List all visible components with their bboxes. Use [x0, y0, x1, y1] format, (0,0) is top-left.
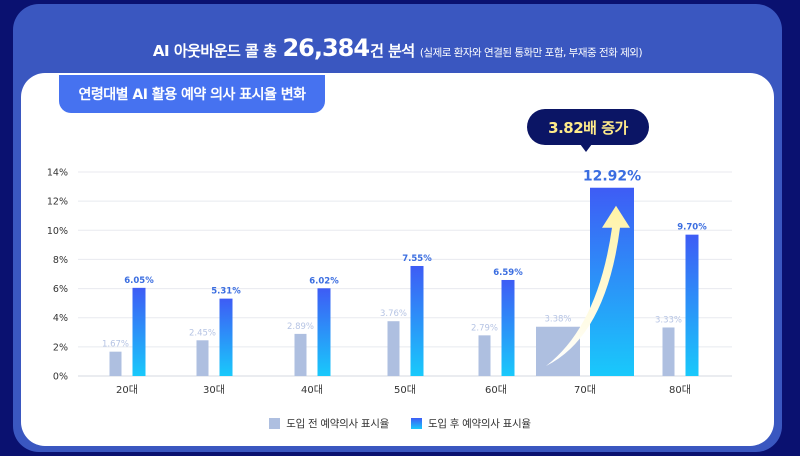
- data-label-after: 6.02%: [309, 276, 339, 286]
- x-axis-ticks: 20대 30대 40대 50대 60대 70대 80대: [116, 384, 691, 396]
- data-label-after: 5.31%: [211, 287, 241, 297]
- bar-after-30대: [219, 298, 233, 376]
- bar-after-60대: [501, 279, 515, 376]
- y-tick-label: 12%: [47, 197, 68, 208]
- legend-item-after: 도입 후 예약의사 표시율: [411, 416, 531, 431]
- bar-after-80대: [685, 234, 699, 376]
- x-tick-label: 50대: [394, 384, 416, 396]
- growth-arrow-icon: [546, 205, 630, 366]
- x-tick-label: 30대: [203, 384, 225, 396]
- bar-before-40대: [294, 333, 307, 376]
- legend-label-before: 도입 전 예약의사 표시율: [286, 418, 389, 430]
- bar-before-20대: [109, 351, 122, 376]
- bar-before-50대: [387, 321, 400, 376]
- legend-swatch-after: [411, 418, 422, 429]
- data-label-before: 3.38%: [544, 315, 571, 325]
- y-tick-label: 6%: [53, 284, 68, 295]
- y-axis-ticks: 0% 2% 4% 6% 8% 10% 12% 14%: [47, 168, 68, 383]
- bar-after-40대: [317, 288, 331, 376]
- data-label-before: 2.45%: [189, 328, 216, 338]
- data-label-before: 3.33%: [655, 315, 682, 325]
- bar-after-50대: [410, 265, 424, 376]
- headline-suffix: 건 분석: [370, 42, 415, 60]
- y-tick-label: 10%: [47, 226, 68, 237]
- y-tick-label: 0%: [53, 372, 68, 383]
- bar-before-70대: [536, 326, 580, 376]
- data-label-before: 2.89%: [287, 322, 314, 332]
- data-label-after: 6.05%: [124, 276, 154, 286]
- x-tick-label: 80대: [669, 384, 691, 396]
- callout-label: 3.82배 증가: [548, 118, 628, 137]
- legend: 도입 전 예약의사 표시율 도입 후 예약의사 표시율: [0, 416, 800, 431]
- x-tick-label: 20대: [116, 384, 138, 396]
- data-label-after: 6.59%: [493, 268, 523, 278]
- x-tick-label: 70대: [574, 384, 596, 396]
- bar-after-20대: [132, 287, 146, 376]
- bar-before-80대: [662, 327, 675, 376]
- bar-before-60대: [478, 335, 491, 376]
- callout-pointer: [580, 144, 592, 152]
- data-label-before: 1.67%: [102, 340, 129, 350]
- data-label-before: 3.76%: [380, 309, 407, 319]
- data-label-before: 2.79%: [471, 323, 498, 333]
- x-tick-label: 40대: [301, 384, 323, 396]
- growth-callout: 3.82배 증가: [527, 109, 649, 145]
- bar-before-30대: [196, 340, 209, 376]
- legend-swatch-before: [269, 418, 281, 429]
- data-labels: 1.67% 6.05% 2.45% 5.31% 2.89% 6.02% 3.76% 7.55%…: [102, 169, 707, 350]
- legend-label-after: 도입 후 예약의사 표시율: [428, 418, 531, 430]
- headline-prefix: AI 아웃바운드 콜 총: [152, 42, 277, 60]
- panel-title: 연령대별 AI 활용 예약 의사 표시율 변화: [59, 75, 325, 113]
- y-tick-label: 14%: [47, 168, 68, 179]
- data-label-after: 9.70%: [677, 223, 707, 233]
- y-tick-label: 8%: [53, 255, 68, 266]
- y-tick-label: 2%: [53, 342, 68, 353]
- data-label-after: 7.55%: [402, 254, 432, 264]
- headline-count: 26,384: [282, 34, 370, 62]
- data-label-after: 12.92%: [583, 169, 641, 185]
- x-tick-label: 60대: [485, 384, 507, 396]
- headline-note: (실제로 환자와 연결된 통화만 포함, 부재중 전화 제외): [419, 47, 643, 59]
- y-tick-label: 4%: [53, 313, 68, 324]
- legend-item-before: 도입 전 예약의사 표시율: [269, 416, 389, 431]
- headline: AI 아웃바운드 콜 총 26,384건 분석 (실제로 환자와 연결된 통화만…: [13, 34, 782, 62]
